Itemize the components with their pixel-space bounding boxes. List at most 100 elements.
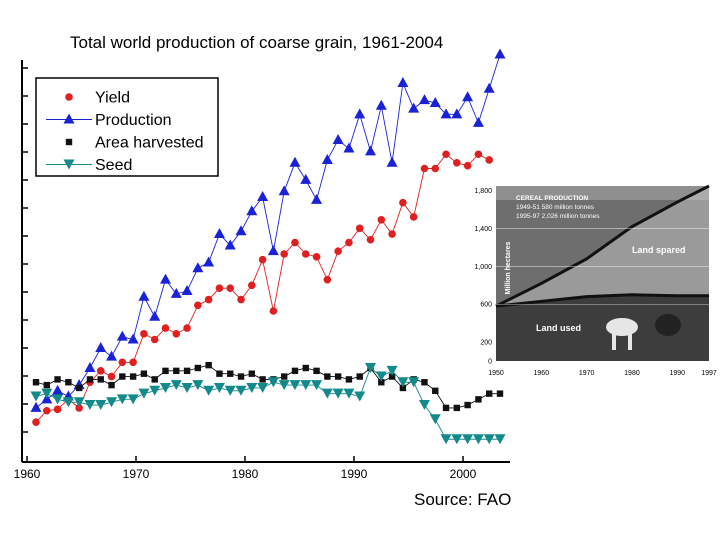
yield-point — [161, 324, 170, 332]
yield-point — [420, 164, 429, 173]
seed-point — [375, 371, 387, 382]
yield-point — [323, 275, 332, 284]
land-spared-area — [496, 186, 709, 307]
production-point — [127, 333, 139, 344]
land-used-line — [495, 293, 709, 308]
inset-y-tick-label: 0 — [488, 359, 492, 366]
seed-point — [224, 385, 236, 396]
seed-point — [429, 414, 441, 425]
legend-label: Production — [95, 112, 172, 129]
seed-point — [52, 394, 64, 405]
production-point — [106, 350, 118, 361]
yield-point — [107, 372, 116, 381]
yield-point — [399, 198, 407, 207]
seed-point — [343, 388, 355, 399]
yield-point — [237, 295, 245, 304]
seed-point — [192, 380, 204, 391]
seed-point — [213, 382, 225, 393]
yield-point — [129, 358, 137, 367]
production-point — [311, 193, 323, 204]
area-harvested-point — [378, 379, 385, 386]
area-harvested-point — [291, 367, 299, 375]
inset-title-line: CEREAL PRODUCTION — [516, 195, 588, 202]
production-point — [170, 287, 182, 298]
area-harvested-point — [486, 390, 493, 397]
area-harvested-point — [65, 379, 72, 386]
yield-point — [96, 367, 105, 375]
yield-point — [215, 284, 224, 293]
area-harvested-point — [129, 373, 137, 380]
production-point — [159, 273, 171, 284]
inset-y-tick-label: 1,800 — [474, 188, 492, 195]
seed-point — [203, 385, 215, 396]
inset-chart: 1,800 1,400 1,000 600 200 0 1950 1960 1970 1980 19… — [474, 184, 717, 377]
production-point — [375, 99, 387, 110]
yield-point — [291, 238, 299, 247]
seed-point — [246, 382, 258, 393]
production-point — [224, 239, 236, 250]
yield-point — [463, 161, 472, 170]
yield-point — [75, 404, 83, 412]
seed-point — [62, 397, 74, 408]
production-point — [472, 116, 484, 127]
area-harvested-point — [237, 373, 245, 380]
yield-point — [312, 253, 321, 261]
area-harvested-point — [151, 376, 158, 383]
area-harvested-point — [54, 376, 61, 383]
axes: 1960 1970 1980 1990 2000 — [14, 60, 510, 481]
seed-point — [267, 377, 279, 388]
production-point — [192, 262, 204, 273]
seed-point — [483, 434, 495, 445]
seed-point — [106, 397, 118, 408]
series-production — [30, 48, 506, 412]
seed-point — [354, 391, 366, 402]
x-tick-label: 1990 — [341, 467, 368, 481]
seed-point — [289, 380, 301, 391]
inset-x-tick-label: 1950 — [488, 370, 504, 377]
area-harvested-point — [313, 367, 320, 375]
yield-point — [301, 250, 310, 258]
area-harvested-point — [324, 373, 331, 380]
series-area-harvested — [32, 361, 504, 412]
yield-point — [474, 150, 483, 159]
inset-title-line: 1949-51 580 million tonnes — [516, 204, 595, 211]
series-seed — [30, 363, 506, 445]
area-harvested-point — [464, 401, 471, 409]
cattle-image — [612, 334, 616, 350]
yield-point — [442, 150, 450, 159]
area-harvested-point — [119, 373, 126, 380]
inset-x-tick-label: 1997 — [701, 370, 717, 377]
seed-point — [451, 434, 463, 445]
yield-point — [226, 284, 235, 293]
seed-point — [95, 400, 107, 411]
seed-point — [73, 397, 85, 408]
legend-label: Area harvested — [95, 135, 204, 152]
area-harvested-point — [475, 396, 482, 403]
seed-point — [332, 388, 344, 399]
production-point — [321, 153, 333, 164]
area-harvested-point — [421, 379, 428, 386]
legend-marker — [65, 93, 73, 101]
production-point — [397, 77, 409, 87]
cattle-image — [628, 334, 632, 350]
production-point — [483, 82, 495, 93]
inset-x-tick-label: 1960 — [534, 370, 550, 377]
production-point — [343, 142, 355, 153]
inset-y-label: Million hectares — [505, 241, 512, 294]
seed-point — [278, 380, 290, 391]
production-point — [494, 48, 506, 59]
area-harvested-point — [399, 384, 407, 392]
area-harvested-point — [302, 364, 309, 372]
area-harvested-point — [194, 364, 202, 372]
production-point — [246, 205, 258, 216]
yield-point — [42, 406, 51, 415]
inset-x-tick-label: 1990 — [669, 370, 685, 377]
production-point — [451, 108, 463, 119]
yield-point — [194, 301, 202, 310]
land-spared-label: Land spared — [632, 245, 686, 255]
legend-item-yield: Yield — [65, 90, 130, 107]
inset-y-tick-label: 600 — [480, 302, 492, 309]
land-used-area — [496, 294, 709, 361]
series-layer — [30, 48, 506, 445]
